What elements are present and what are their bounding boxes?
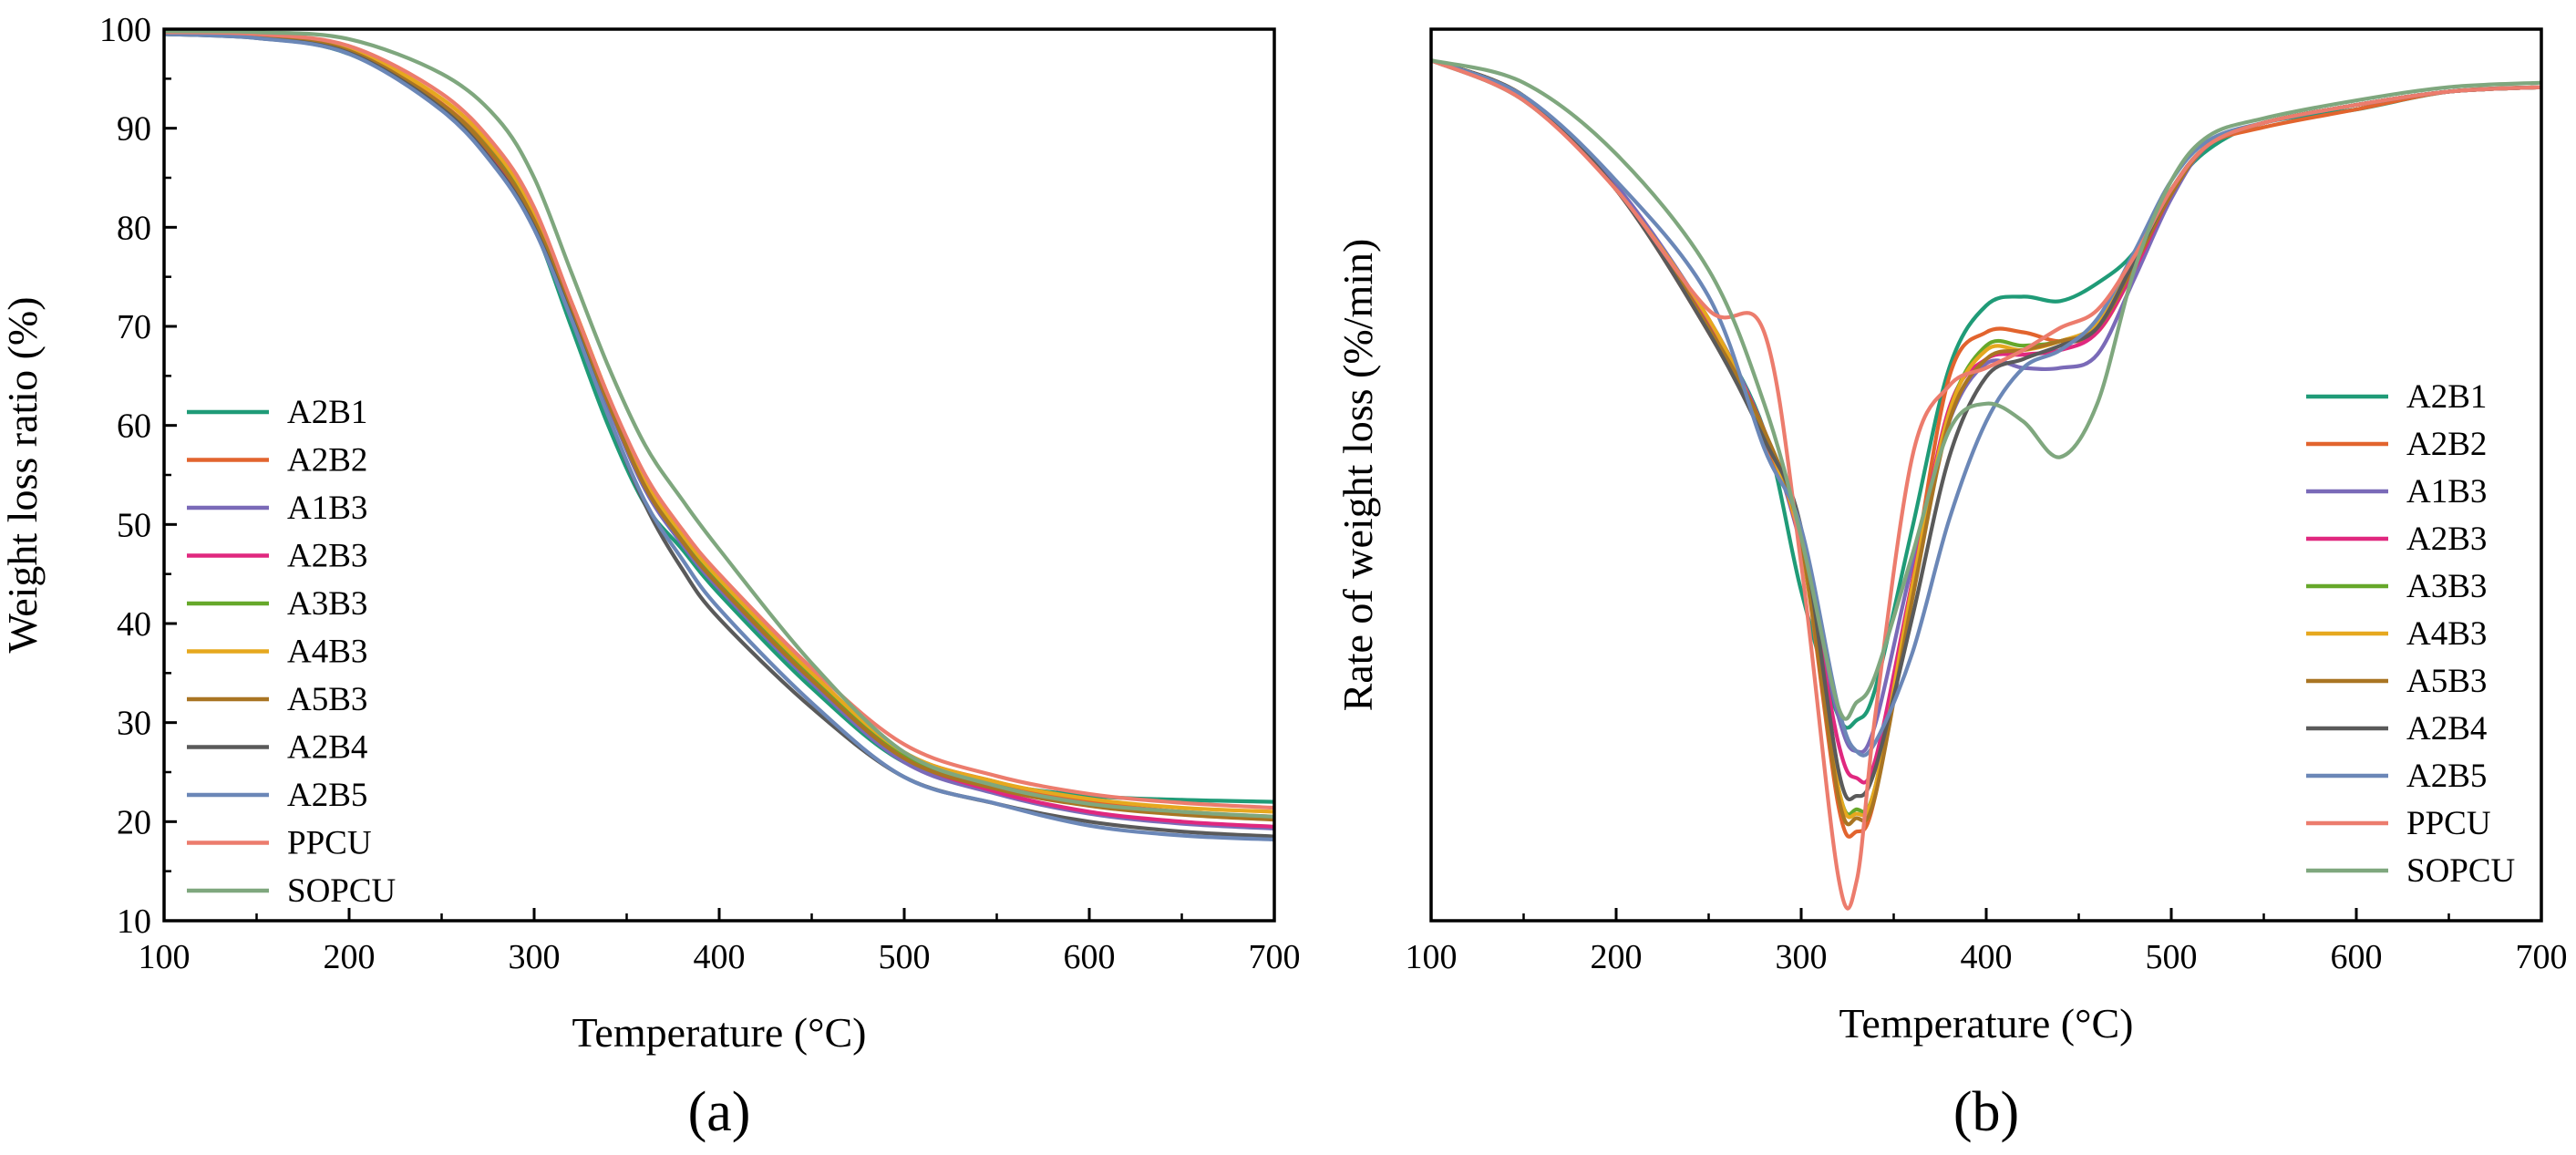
legend-label-a3b3: A3B3 [287, 585, 367, 623]
x-tick-label: 100 [1406, 938, 1458, 976]
legend-label-a5b3: A5B3 [287, 681, 367, 718]
legend-label-a3b3: A3B3 [2406, 568, 2487, 605]
legend-label-a2b2: A2B2 [2406, 426, 2487, 463]
x-tick-label: 600 [1064, 938, 1116, 976]
legend: A2B1 A2B2 A1B3 A2B3 A3B3 A4B3 A5B3 A2B4 A2B5 PPCU… [2306, 378, 2515, 890]
series-line-ppcu [1431, 58, 2541, 911]
y-tick-label: 40 [117, 605, 151, 644]
legend-label-ppcu: PPCU [287, 825, 372, 862]
y-tick-label: 90 [117, 110, 151, 149]
x-tick-label: 300 [1776, 938, 1828, 976]
x-tick-label: 700 [2516, 938, 2568, 976]
legend-label-a2b3: A2B3 [287, 538, 367, 575]
x-tick-label: 200 [324, 938, 376, 976]
x-tick-label: 700 [1249, 938, 1301, 976]
legend-label-a5b3: A5B3 [2406, 663, 2487, 700]
legend: A2B1 A2B2 A1B3 A2B3 A3B3 A4B3 A5B3 A2B4 A2B5 PPCU… [187, 394, 396, 910]
y-tick-label: 20 [117, 803, 151, 841]
series-line-ppcu [164, 30, 1274, 810]
legend-label-a2b5: A2B5 [287, 777, 367, 814]
panel-a: 100 200 300 400 500 600 700 10 20 30 40 50 60 70 80 90 1… [0, 11, 1301, 1143]
series-line-sopcu [1431, 58, 2541, 721]
series-line-a2b2 [1431, 58, 2541, 839]
legend-label-a2b4: A2B4 [2406, 710, 2487, 748]
legend-label-a2b2: A2B2 [287, 442, 367, 480]
legend-label-a2b4: A2B4 [287, 729, 367, 767]
legend-label-a4b3: A4B3 [2406, 615, 2487, 653]
panel-label: (a) [688, 1081, 751, 1143]
legend-label-a4b3: A4B3 [287, 634, 367, 671]
legend-label-a2b3: A2B3 [2406, 521, 2487, 558]
x-tick-label: 400 [1961, 938, 2013, 976]
x-tick-label: 200 [1591, 938, 1643, 976]
x-tick-label: 300 [509, 938, 561, 976]
y-tick-label: 50 [117, 506, 151, 544]
series-line-a4b3 [1431, 58, 2541, 820]
x-axis-title: Temperature (°C) [1839, 1000, 2134, 1047]
panel-b: 100 200 300 400 500 600 700 Temperature (°C) Rat… [1334, 27, 2568, 1143]
y-axis-title: Rate of weight loss (%/min) [1334, 239, 1381, 712]
x-tick-label: 100 [139, 938, 191, 976]
series-line-a4b3 [164, 31, 1274, 814]
y-tick-label: 10 [117, 902, 151, 941]
x-tick-label: 600 [2331, 938, 2383, 976]
legend-label-sopcu: SOPCU [287, 872, 396, 910]
y-tick-label: 100 [99, 11, 151, 49]
y-tick-label: 30 [117, 705, 151, 743]
y-tick-label: 70 [117, 308, 151, 346]
legend-label-a2b1: A2B1 [2406, 378, 2487, 416]
y-tick-label: 60 [117, 407, 151, 446]
x-axis-title: Temperature (°C) [572, 1009, 867, 1056]
legend-label-a2b1: A2B1 [287, 394, 367, 431]
x-tick-label: 500 [879, 938, 931, 976]
x-tick-label: 500 [2146, 938, 2198, 976]
legend-label-sopcu: SOPCU [2406, 852, 2515, 890]
legend-label-a1b3: A1B3 [2406, 473, 2487, 510]
legend-label-a1b3: A1B3 [287, 490, 367, 527]
panel-label: (b) [1953, 1081, 2019, 1143]
x-tick-label: 400 [694, 938, 746, 976]
series-line-sopcu [164, 29, 1274, 819]
y-axis-title: Weight loss ratio (%) [0, 296, 46, 653]
legend-label-ppcu: PPCU [2406, 805, 2491, 842]
series-line-a2b5 [164, 32, 1274, 841]
series-line-a3b3 [1431, 58, 2541, 817]
legend-label-a2b5: A2B5 [2406, 758, 2487, 795]
y-tick-label: 80 [117, 209, 151, 247]
series-lines [1431, 58, 2541, 911]
series-lines [164, 29, 1274, 841]
series-line-a5b3 [164, 31, 1274, 822]
